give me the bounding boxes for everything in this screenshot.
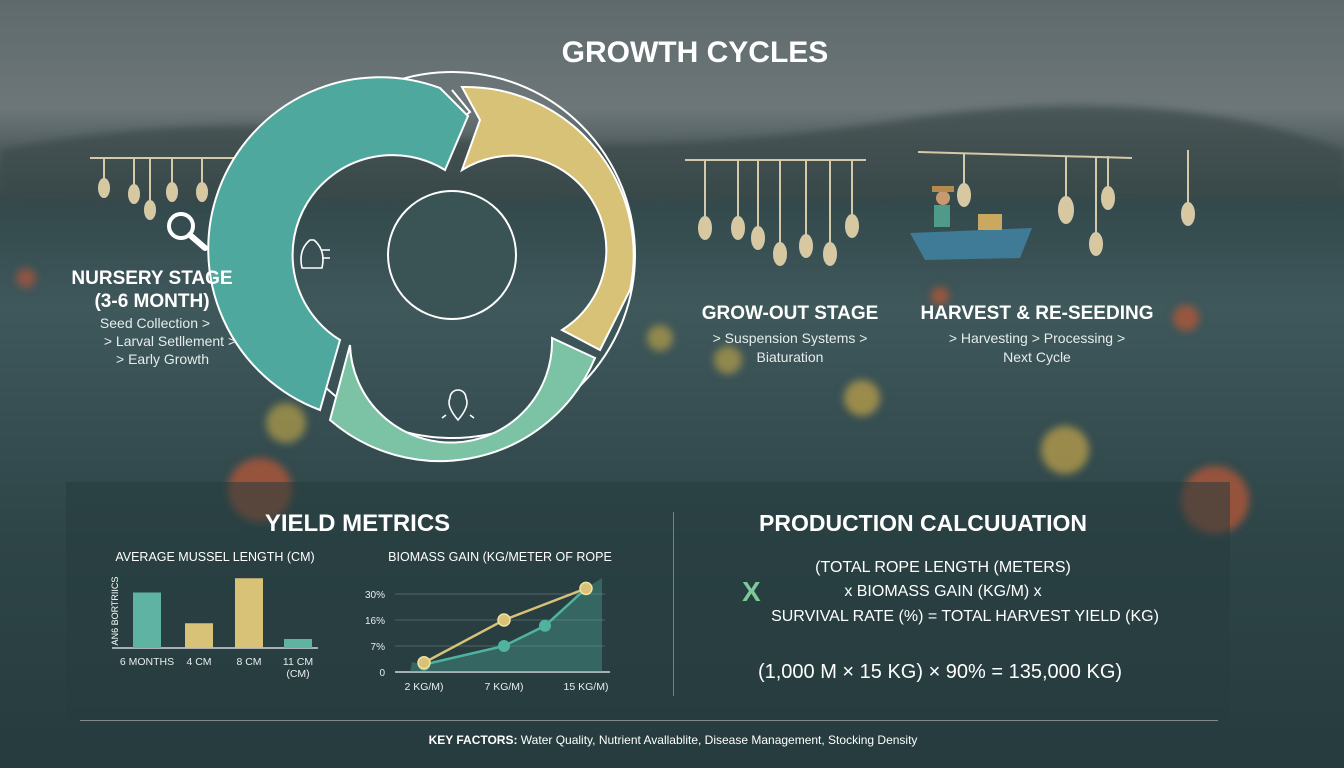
key-factors: KEY FACTORS: Water Quality, Nutrient Ava… — [340, 733, 1006, 747]
bar-tick-label: 11 CM — [283, 656, 313, 668]
cycle-segment-grow-out — [460, 85, 635, 352]
cycle-segment-harvest — [328, 336, 597, 463]
footer-divider — [80, 720, 1218, 721]
multiply-mark: X — [742, 576, 761, 607]
formula-line: SURVIVAL RATE (%) = TOTAL HARVEST YIELD … — [771, 608, 1159, 625]
y-tick-label: 30% — [365, 590, 385, 601]
x-tick-label: 7 KG/M) — [484, 681, 523, 693]
y-tick-label: 16% — [365, 616, 385, 627]
bar — [235, 578, 263, 648]
bar — [133, 592, 161, 648]
stage-step: Next Cycle — [1003, 349, 1071, 365]
production-title: PRODUCTION CALCUUATION — [759, 510, 1087, 536]
stage-step: > Early Growth — [116, 351, 209, 367]
stage-title: HARVEST & RE-SEEDING — [920, 303, 1154, 324]
y-tick-label: 7% — [371, 642, 386, 653]
data-point — [417, 655, 431, 670]
magnifier-icon — [167, 212, 208, 251]
panel-divider — [673, 512, 674, 696]
bar-tick-label: 6 MONTHS — [120, 656, 174, 668]
x-tick-label: 15 KG/M) — [564, 681, 609, 693]
fisherman-boat-icon — [910, 186, 1032, 260]
data-point — [539, 619, 551, 632]
stage-title: NURSERY STAGE — [71, 268, 233, 289]
x-tick-label: 2 KG/M) — [404, 681, 443, 693]
key-factors-label: KEY FACTORS: — [428, 733, 518, 747]
bar-tick-label: 4 CM — [186, 656, 211, 668]
data-point — [497, 613, 511, 627]
y-tick-label: 0 — [379, 668, 385, 679]
bar — [185, 623, 213, 648]
stage-title: GROW-OUT STAGE — [701, 303, 879, 324]
cycle-segment-nursery — [207, 76, 470, 412]
bar-tick-label: (CM) — [286, 668, 309, 680]
bar-chart-title: AVERAGE MUSSEL LENGTH (CM) — [115, 550, 315, 564]
line-chart-title: BIOMASS GAIN (KG/METER OF ROPE — [388, 550, 612, 564]
stage-step: > Harvesting > Processing > — [948, 330, 1126, 346]
formula-example: (1,000 M × 15 KG) × 90% = 135,000 KG) — [757, 661, 1123, 683]
data-point — [579, 581, 593, 596]
key-factors-text: Water Quality, Nutrient Avallablite, Dis… — [517, 733, 918, 747]
bar — [284, 639, 312, 648]
series-area — [410, 578, 602, 672]
formula-line: x BIOMASS GAIN (KG/M) x — [844, 583, 1042, 600]
formula-line: (TOTAL ROPE LENGTH (METERS) — [815, 559, 1071, 576]
mussel-bag-icon — [300, 239, 330, 269]
page-title: GROWTH CYCLES — [561, 36, 829, 69]
stage-step: > Larval Setllement > — [103, 333, 237, 349]
mussel-ropes — [90, 150, 1195, 266]
bar-tick-label: 8 CM — [236, 656, 261, 668]
stage-step: Seed Collection > — [99, 315, 211, 331]
cycle-inner-ring — [387, 190, 517, 320]
location-pin-icon — [441, 389, 475, 422]
stage-subtitle: (3-6 MONTH) — [94, 291, 210, 312]
stage-step: Biaturation — [756, 349, 824, 365]
series-line — [423, 587, 587, 666]
yield-metrics-title: YIELD METRICS — [264, 510, 451, 537]
data-point — [498, 640, 510, 652]
stage-step: > Suspension Systems > — [712, 330, 868, 346]
